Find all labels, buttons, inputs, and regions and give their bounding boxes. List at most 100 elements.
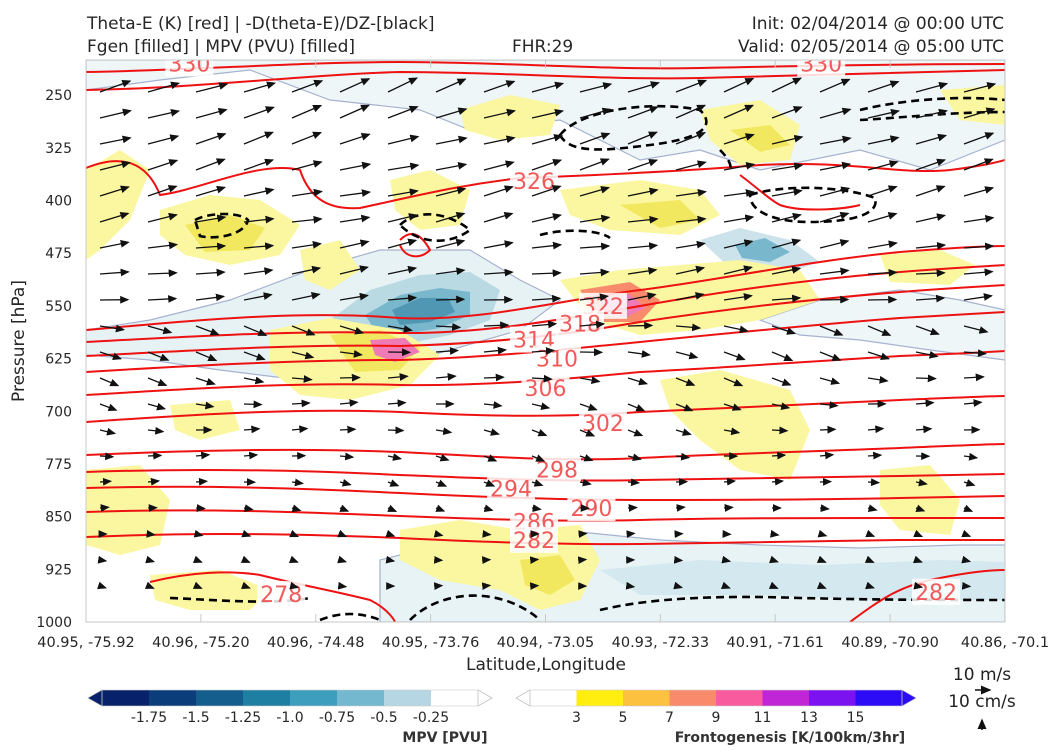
wind-arrow <box>337 529 348 538</box>
wind-arrow <box>963 242 995 251</box>
x-tick-label: 40.95, -73.76 <box>382 635 479 651</box>
wind-arrow <box>243 187 275 197</box>
wind-arrow <box>912 555 923 564</box>
wind-arrow <box>243 215 275 224</box>
wind-arrow <box>579 454 594 462</box>
theta-e-label: 330 <box>165 60 214 78</box>
wind-arrow <box>579 242 611 251</box>
wind-arrow <box>627 403 646 412</box>
y-axis: 250 325 400 475 550 625 700 775 850 925 1000 <box>36 88 72 631</box>
wind-arrow <box>99 240 130 249</box>
wind-arrow <box>483 212 514 223</box>
colorbar-swatch <box>576 690 624 706</box>
wind-arrow <box>675 188 707 197</box>
theta-e-isoline <box>86 69 1005 91</box>
wind-arrow <box>627 377 648 386</box>
wind-arrow <box>339 161 372 171</box>
fgen-region <box>460 95 560 140</box>
wind-arrow <box>195 214 227 223</box>
wind-arrow <box>195 107 228 119</box>
wind-arrow <box>147 451 163 460</box>
wind-arrow <box>195 325 220 336</box>
wind-arrow <box>243 425 261 434</box>
wind-arrow <box>627 429 644 437</box>
wind-arrow <box>819 161 852 171</box>
gradient-contour <box>193 212 250 239</box>
colorbar-tick-label: 7 <box>665 710 674 726</box>
fgen-region <box>880 250 975 285</box>
gradient-contour <box>319 612 381 622</box>
theta-e-isoline <box>399 233 432 258</box>
wind-arrow <box>387 426 405 435</box>
wind-arrow <box>915 81 949 93</box>
wind-arrow <box>675 292 705 301</box>
wind-arrow <box>579 293 610 302</box>
wind-arrow <box>867 351 890 361</box>
wind-arrow <box>963 132 995 145</box>
wind-arrow <box>723 403 742 411</box>
theta-e-gradient-contours <box>169 96 1005 622</box>
theta-e-label: 330 <box>797 60 846 78</box>
wind-arrow <box>289 581 300 590</box>
wind-arrow <box>867 80 900 93</box>
mpv-region <box>600 560 1005 600</box>
wind-arrow <box>577 556 588 565</box>
gradient-contour <box>599 595 1005 612</box>
wind-arrow <box>963 349 988 357</box>
valid-time: Valid: 02/05/2014 @ 05:00 UTC <box>738 37 1004 57</box>
wind-arrow <box>627 215 659 224</box>
x-tick-label: 40.91, -71.61 <box>727 635 824 651</box>
fgen-region <box>185 215 265 252</box>
wind-arrow <box>675 428 692 436</box>
wind-arrow <box>961 555 972 564</box>
wind-arrow <box>819 377 841 385</box>
wind-arrow <box>483 160 515 171</box>
wind-arrow <box>963 452 979 461</box>
wind-arrow <box>291 131 323 145</box>
colorbar-swatch <box>431 690 479 706</box>
wind-arrow <box>291 478 304 487</box>
wind-arrow <box>723 351 746 361</box>
wind-arrow <box>723 293 753 301</box>
wind-arrow <box>337 555 347 564</box>
colorbar-swatch <box>196 690 244 706</box>
y-tick-label: 1000 <box>36 615 72 631</box>
wind-arrow <box>99 477 113 486</box>
wind-arrow <box>145 555 156 564</box>
wind-arrow <box>627 158 659 171</box>
wind-arrow <box>963 325 989 334</box>
wind-arrow <box>627 453 642 462</box>
wind-arrow <box>97 555 108 564</box>
wind-arrow <box>627 106 659 119</box>
wind-arrow <box>771 451 787 460</box>
wind-arrow <box>243 451 259 460</box>
wind-arrow <box>819 295 850 304</box>
wind-arrow <box>627 81 660 93</box>
colorbar-swatch <box>290 690 338 706</box>
wind-arrow <box>531 479 544 487</box>
wind-arrow <box>723 161 756 171</box>
y-tick-label: 700 <box>45 404 72 420</box>
wind-arrow <box>195 293 226 302</box>
fgen-region <box>86 150 150 260</box>
wind-arrow <box>339 104 371 119</box>
colorbar-swatch <box>716 690 763 706</box>
colorbar-swatch <box>337 690 385 706</box>
forecast-hour: FHR:29 <box>512 37 574 57</box>
wind-arrow <box>963 186 995 197</box>
wind-arrow <box>291 79 324 93</box>
colorbar-tick-label: 3 <box>572 710 581 726</box>
theta-e-label: 306 <box>521 375 570 402</box>
wind-arrow <box>483 401 503 409</box>
wind-arrow <box>387 479 400 487</box>
colorbar-extend-right <box>901 689 917 707</box>
theta-e-label: 294 <box>487 475 536 503</box>
wind-arrow <box>195 268 226 277</box>
wind-arrow <box>963 373 985 382</box>
wind-arrow <box>771 325 797 335</box>
wind-arrow <box>387 162 420 171</box>
wind-arrow <box>963 293 993 301</box>
wind-arrow <box>483 240 514 249</box>
x-axis-label: Latitude,Longitude <box>466 655 626 675</box>
gradient-contour <box>859 96 1005 112</box>
